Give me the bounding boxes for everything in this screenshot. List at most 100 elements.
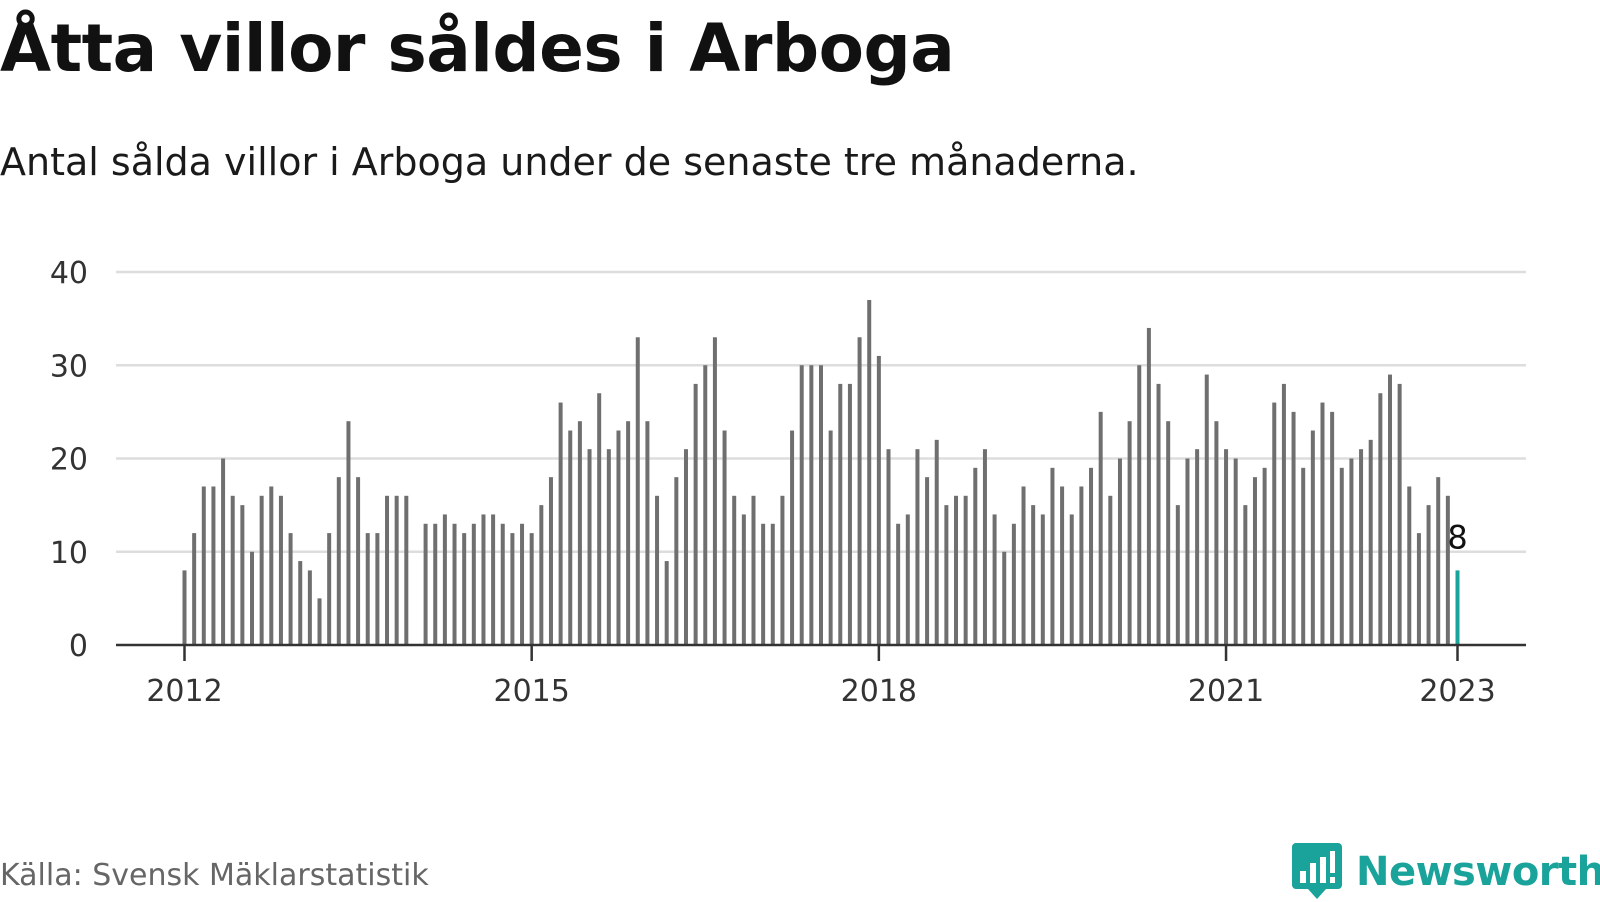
bar: [1359, 449, 1364, 645]
bar: [481, 514, 486, 645]
bar: [250, 551, 255, 645]
bar: [809, 365, 814, 645]
bar: [1416, 533, 1421, 645]
bar: [298, 561, 303, 645]
y-tick-label: 40: [50, 256, 88, 291]
bar: [712, 337, 717, 645]
bar: [1117, 458, 1122, 645]
bar: [1137, 365, 1142, 645]
bar: [1069, 514, 1074, 645]
bar: [1301, 467, 1306, 645]
y-tick-label: 0: [69, 629, 88, 664]
bar: [529, 533, 534, 645]
bar: [645, 421, 650, 645]
bar: [973, 467, 978, 645]
bar: [1060, 486, 1065, 645]
bar: [819, 365, 823, 645]
bar: [867, 299, 872, 645]
bar: [606, 449, 611, 645]
bar: [307, 570, 312, 645]
bar: [780, 495, 785, 645]
bar: [896, 523, 901, 645]
bar: [221, 458, 226, 645]
bar: [288, 533, 293, 645]
bar: [539, 505, 544, 645]
bar: [1175, 505, 1180, 645]
chart-title: Åtta villor såldes i Arboga: [0, 10, 955, 87]
bar: [1407, 486, 1412, 645]
bar: [182, 570, 187, 645]
bar: [597, 393, 602, 645]
highlight-value-label: 8: [1447, 518, 1467, 556]
bar: [732, 495, 737, 645]
source-note: Källa: Svensk Mäklarstatistik: [0, 858, 429, 893]
bar: [963, 495, 968, 645]
y-tick-label: 10: [50, 536, 88, 571]
bar: [1214, 421, 1219, 645]
bar: [799, 365, 804, 645]
bar: [761, 523, 766, 645]
bar: [703, 365, 708, 645]
bar: [577, 421, 582, 645]
bar: [1021, 486, 1026, 645]
bar: [201, 486, 206, 645]
bar: [1156, 383, 1161, 645]
bar: [1262, 467, 1267, 645]
bar: [876, 355, 881, 645]
bar: [423, 523, 428, 645]
bar: [1127, 421, 1132, 645]
newsworthy-chart-bubble-icon: [1292, 843, 1342, 899]
bar: [1291, 411, 1296, 645]
bar: [886, 449, 891, 645]
bar: [828, 430, 833, 645]
bar: [269, 486, 274, 645]
bar: [1108, 495, 1113, 645]
bar: [1320, 402, 1325, 645]
bar: [934, 439, 939, 645]
bar: [1011, 523, 1016, 645]
x-tick-label: 2018: [841, 674, 917, 709]
bar: [336, 477, 341, 645]
x-tick-label: 2021: [1188, 674, 1264, 709]
bar: [1272, 402, 1277, 645]
bar: [1445, 495, 1450, 645]
bar: [394, 495, 399, 645]
bar: [356, 477, 361, 645]
bar: [1397, 383, 1402, 645]
bar: [1146, 327, 1151, 645]
bar: [626, 421, 631, 645]
bar: [1089, 467, 1094, 645]
bar: [915, 449, 920, 645]
bar: [1436, 477, 1441, 645]
bar: [770, 523, 775, 645]
bar: [385, 495, 390, 645]
bar: [1387, 374, 1392, 645]
bar: [520, 523, 525, 645]
bar: [1243, 505, 1248, 645]
bar: [674, 477, 679, 645]
bar: [510, 533, 515, 645]
bar: [240, 505, 245, 645]
bar: [722, 430, 727, 645]
x-tick-label: 2012: [146, 674, 222, 709]
bar: [375, 533, 380, 645]
bar: [1378, 393, 1383, 645]
y-tick-label: 30: [50, 349, 88, 384]
bar: [1281, 383, 1286, 645]
bar: [838, 383, 843, 645]
bar: [693, 383, 698, 645]
bar: [211, 486, 216, 645]
bar: [1166, 421, 1171, 645]
bar: [433, 523, 438, 645]
bar: [278, 495, 283, 645]
bar: [346, 421, 351, 645]
x-tick-label: 2015: [494, 674, 570, 709]
bar: [1224, 449, 1229, 645]
bar: [683, 449, 688, 645]
bar: [404, 495, 409, 645]
bar: [616, 430, 621, 645]
bar: [635, 337, 640, 645]
bar: [664, 561, 669, 645]
bar: [954, 495, 959, 645]
